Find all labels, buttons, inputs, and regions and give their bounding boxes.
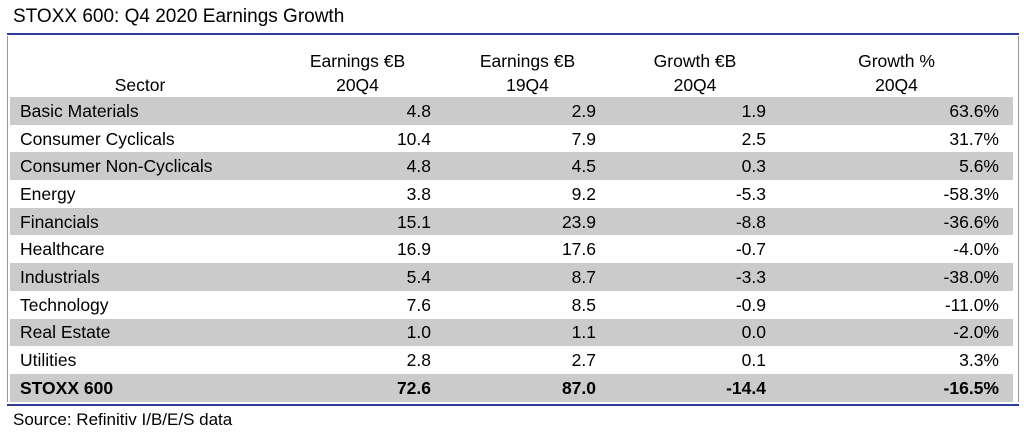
earnings-19q4-cell: 8.7 bbox=[445, 263, 610, 291]
growth-eur-cell: 0.0 bbox=[610, 318, 780, 347]
growth-pct-cell: 31.7% bbox=[949, 128, 999, 149]
growth-eur-cell: -8.8 bbox=[610, 207, 780, 236]
table-row: Utilities 2.8 2.7 0.1 3.3% bbox=[10, 346, 1013, 374]
earnings-20q4-cell: 4.8 bbox=[270, 97, 445, 125]
table-row: Financials 15.1 23.9 -8.8 -36.6% bbox=[10, 207, 1013, 236]
table-row: Basic Materials 4.8 2.9 1.9 63.6% bbox=[10, 97, 1013, 125]
earnings-19q4-cell: 4.5 bbox=[445, 152, 610, 181]
earnings-20q4-cell: 2.8 bbox=[406, 350, 431, 371]
table-row: Healthcare 16.9 17.6 -0.7 -4.0% bbox=[10, 235, 1013, 263]
growth-eur-cell: 1.9 bbox=[610, 97, 780, 125]
sector-cell: Industrials bbox=[10, 263, 270, 291]
growth-eur-cell: -3.3 bbox=[610, 263, 780, 291]
growth-pct-cell: -36.6% bbox=[780, 207, 1013, 236]
sector-cell: Technology bbox=[20, 294, 109, 315]
earnings-table: Sector Earnings €B 20Q4 Earnings €B 19Q4 G… bbox=[10, 42, 1013, 402]
growth-eur-cell: -0.7 bbox=[735, 239, 766, 260]
table-row: Real Estate 1.0 1.1 0.0 -2.0% bbox=[10, 318, 1013, 347]
earnings-19q4-cell: 23.9 bbox=[445, 207, 610, 236]
table-frame bbox=[7, 36, 1019, 402]
header-earnings-20q4: Earnings €B 20Q4 bbox=[309, 51, 406, 95]
table-row: Consumer Non-Cyclicals 4.8 4.5 0.3 5.6% bbox=[10, 152, 1013, 181]
sector-cell: Financials bbox=[10, 207, 270, 236]
sector-cell: Basic Materials bbox=[10, 97, 270, 125]
total-row: STOXX 600 72.6 87.0 -14.4 -16.5% bbox=[10, 373, 1013, 402]
earnings-20q4-cell: 7.6 bbox=[406, 294, 431, 315]
earnings-19q4-cell: 8.5 bbox=[571, 294, 596, 315]
growth-eur-cell: 0.3 bbox=[610, 152, 780, 181]
earnings-19q4-cell: 7.9 bbox=[571, 128, 596, 149]
earnings-19q4-cell: 2.9 bbox=[445, 97, 610, 125]
earnings-20q4-cell: 1.0 bbox=[270, 318, 445, 347]
sector-cell: Real Estate bbox=[10, 318, 270, 347]
header-row: Sector Earnings €B 20Q4 Earnings €B 19Q4 G… bbox=[10, 42, 1013, 97]
sector-cell: Utilities bbox=[20, 350, 77, 371]
earnings-20q4-cell: 16.9 bbox=[396, 239, 431, 260]
sector-cell: Consumer Non-Cyclicals bbox=[10, 152, 270, 181]
growth-pct-cell: -38.0% bbox=[780, 263, 1013, 291]
growth-eur-cell: 0.1 bbox=[741, 350, 766, 371]
growth-pct-cell: 5.6% bbox=[780, 152, 1013, 181]
growth-eur-cell: 2.5 bbox=[741, 128, 766, 149]
bottom-divider bbox=[7, 404, 1019, 406]
header-earnings-19q4: Earnings €B 19Q4 bbox=[479, 51, 576, 95]
sector-cell: STOXX 600 bbox=[10, 373, 270, 402]
growth-eur-cell: -0.9 bbox=[735, 294, 766, 315]
earnings-20q4-cell: 72.6 bbox=[270, 373, 445, 402]
table-title: STOXX 600: Q4 2020 Earnings Growth bbox=[13, 6, 345, 27]
earnings-19q4-cell: 9.2 bbox=[571, 183, 596, 204]
earnings-20q4-cell: 10.4 bbox=[396, 128, 431, 149]
earnings-20q4-cell: 15.1 bbox=[270, 207, 445, 236]
table-row: Consumer Cyclicals 10.4 7.9 2.5 31.7% bbox=[10, 125, 1013, 153]
sector-cell: Consumer Cyclicals bbox=[20, 128, 175, 149]
growth-pct-cell: 63.6% bbox=[780, 97, 1013, 125]
earnings-19q4-cell: 87.0 bbox=[445, 373, 610, 402]
growth-pct-cell: -11.0% bbox=[944, 294, 999, 315]
growth-eur-cell: -14.4 bbox=[610, 373, 780, 402]
table-row: Technology 7.6 8.5 -0.9 -11.0% bbox=[10, 291, 1013, 319]
growth-pct-cell: -2.0% bbox=[780, 318, 1013, 347]
earnings-19q4-cell: 2.7 bbox=[571, 350, 596, 371]
header-growth-pct: Growth % 20Q4 bbox=[858, 51, 935, 95]
header-sector: Sector bbox=[114, 75, 166, 95]
source-note: Source: Refinitiv I/B/E/S data bbox=[13, 410, 233, 429]
growth-pct-cell: -58.3% bbox=[943, 183, 999, 204]
top-divider bbox=[7, 33, 1019, 35]
earnings-20q4-cell: 3.8 bbox=[406, 183, 431, 204]
table-row: Industrials 5.4 8.7 -3.3 -38.0% bbox=[10, 263, 1013, 291]
sector-cell: Healthcare bbox=[20, 239, 105, 260]
sector-cell: Energy bbox=[20, 183, 76, 204]
earnings-20q4-cell: 4.8 bbox=[270, 152, 445, 181]
table-row: Energy 3.8 9.2 -5.3 -58.3% bbox=[10, 180, 1013, 208]
growth-pct-cell: -16.5% bbox=[780, 373, 1013, 402]
growth-eur-cell: -5.3 bbox=[735, 183, 766, 204]
growth-pct-cell: -4.0% bbox=[953, 239, 999, 260]
growth-pct-cell: 3.3% bbox=[959, 350, 999, 371]
earnings-19q4-cell: 1.1 bbox=[445, 318, 610, 347]
earnings-19q4-cell: 17.6 bbox=[561, 239, 596, 260]
header-growth-eur: Growth €B 20Q4 bbox=[653, 51, 737, 95]
earnings-20q4-cell: 5.4 bbox=[270, 263, 445, 291]
